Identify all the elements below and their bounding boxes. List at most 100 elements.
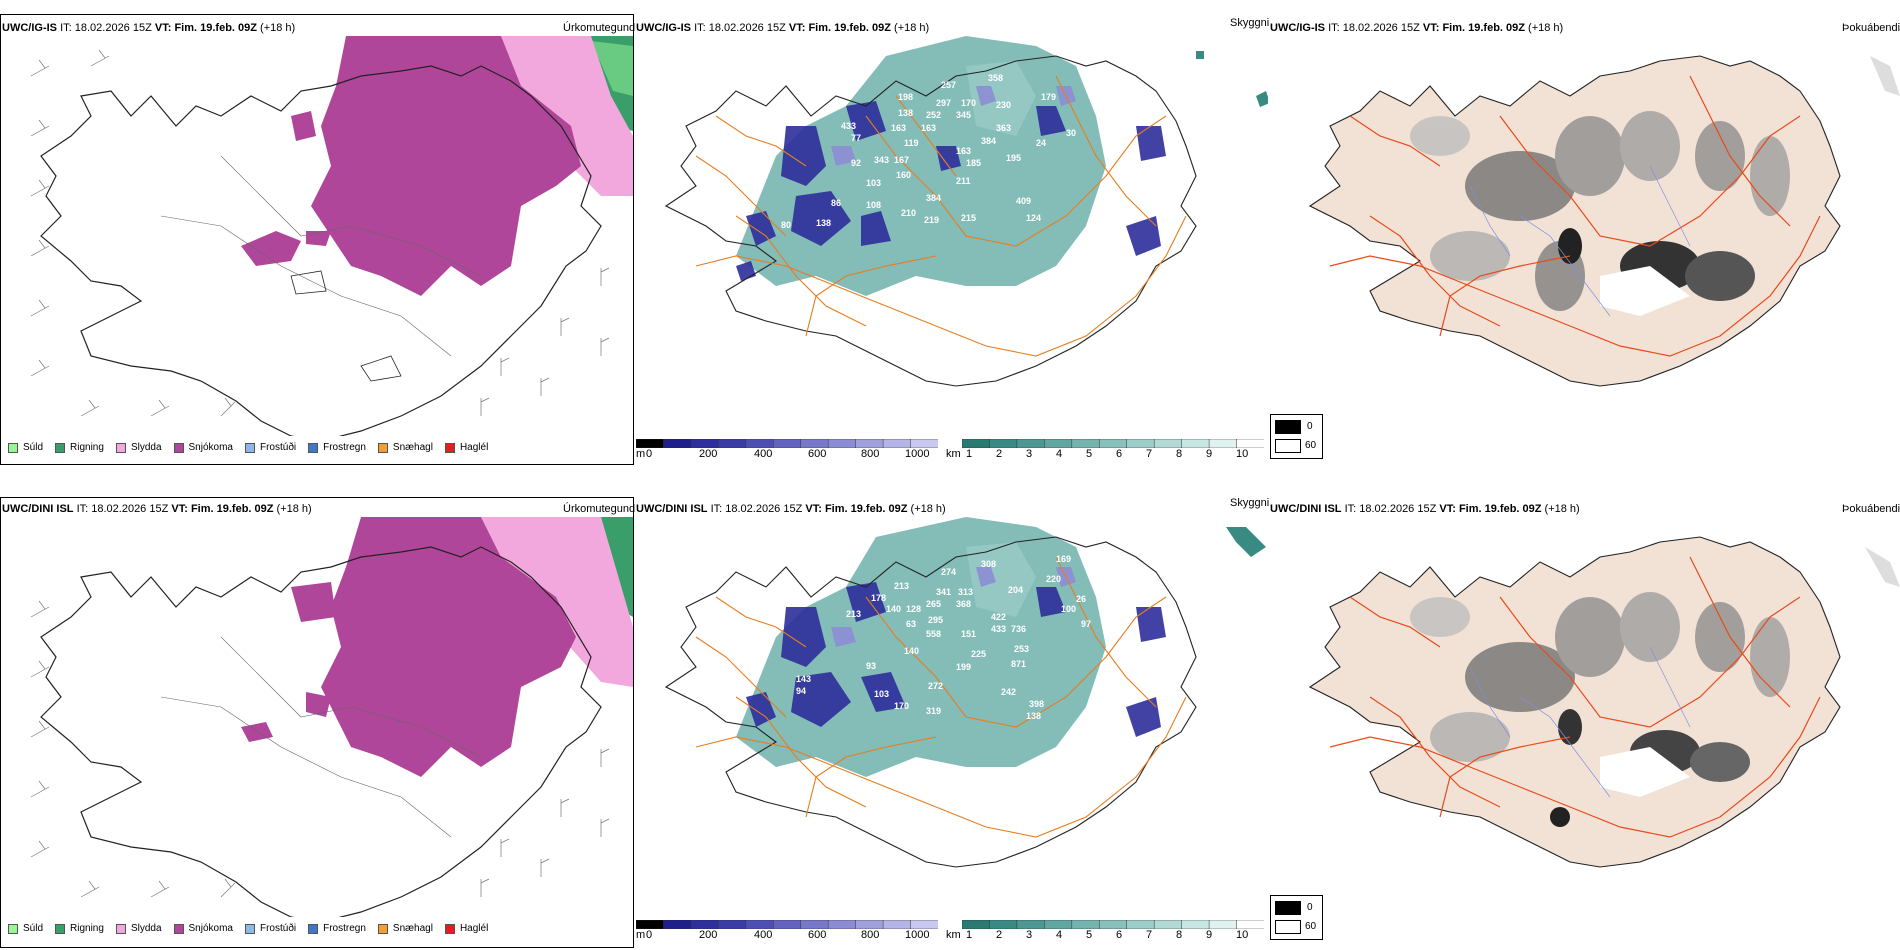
legend-item: Slydda: [115, 923, 162, 934]
cloud-value: 163: [891, 123, 906, 133]
colorbar-segment: [1153, 920, 1183, 929]
cloud-value: 358: [988, 73, 1003, 83]
cloud-value: 220: [1046, 574, 1061, 584]
cloud-value: 63: [906, 619, 916, 629]
run-header-precip: UWC/DINI ISL IT: 18.02.2026 15Z VT: Fim.…: [2, 503, 312, 515]
legend-swatch: [55, 923, 66, 934]
cloud-value: 422: [991, 612, 1006, 622]
legend-swatch: [444, 442, 455, 453]
cloud-value: 86: [831, 198, 841, 208]
colorbar-segment: [910, 439, 938, 448]
cloud-value: 167: [894, 155, 909, 165]
cloud-value: 124: [1026, 213, 1041, 223]
visibility-unit: km: [946, 448, 961, 460]
visibility-tick: 4: [1056, 929, 1063, 941]
cloud-value: 151: [961, 629, 976, 639]
clouds-map: 274 308 169 213 341 313 204 220 178 140 …: [664, 517, 1266, 868]
cloud-value: 160: [896, 170, 911, 180]
cloud-value: 178: [871, 593, 886, 603]
legend-item: Snjókoma: [173, 923, 233, 934]
colorbar-segment: [663, 439, 692, 448]
run-header-clouds: UWC/IG-IS IT: 18.02.2026 15Z VT: Fim. 19…: [636, 22, 930, 34]
cloud-value: 219: [924, 215, 939, 225]
cloud-value: 297: [936, 98, 951, 108]
colorbar-segment: [773, 920, 802, 929]
visibility-tick: 5: [1086, 929, 1093, 941]
cloud-value: 225: [971, 649, 986, 659]
colorbar-segment: [1126, 920, 1155, 929]
row-1: UWC/IG-IS IT: 18.02.2026 15Z VT: Fim. 19…: [0, 14, 1900, 465]
cloud-value: 252: [926, 110, 941, 120]
cloud-value: 163: [956, 146, 971, 156]
legend-item: Frostúði: [244, 442, 297, 453]
colorbar-segment: [882, 920, 912, 929]
ceiling-tick: 1000: [905, 929, 930, 941]
legend-swatch: [115, 923, 126, 934]
ceiling-tick: 1000: [905, 448, 930, 460]
cloud-value: 308: [981, 559, 996, 569]
row-2: UWC/DINI ISL IT: 18.02.2026 15Z VT: Fim.…: [0, 475, 1900, 950]
colorbar-segment: [1153, 439, 1183, 448]
colorbar-segment: [1071, 920, 1101, 929]
legend-swatch: [173, 442, 184, 453]
cloud-value: 265: [926, 599, 941, 609]
visibility-colorbar: [962, 920, 1264, 929]
legend-item: Frostregn: [308, 923, 366, 934]
ceiling-tick: 200: [699, 929, 718, 941]
legend-swatch: [308, 442, 319, 453]
cloud-value: 199: [956, 662, 971, 672]
legend-label: Haglél: [459, 923, 489, 934]
cloud-value: 204: [1008, 585, 1023, 595]
legend-item: Haglél: [444, 442, 488, 453]
cloud-value: 343: [874, 155, 889, 165]
colorbar-segment: [636, 920, 665, 929]
legend-label: Frostúði: [259, 442, 297, 453]
ceiling-colorbar: [636, 439, 938, 448]
cloud-value: 97: [1081, 619, 1091, 629]
visibility-tick: 8: [1176, 448, 1183, 460]
colorbar-segment: [718, 439, 747, 448]
legend-item: Frostúði: [244, 923, 296, 934]
fog-legend-swatch: [1275, 920, 1301, 934]
cloud-value: 210: [901, 208, 916, 218]
cloud-value: 368: [956, 599, 971, 609]
colorbar-segment: [690, 439, 720, 448]
colorbar-segment: [855, 439, 884, 448]
cloud-value: 143: [796, 674, 811, 684]
visibility-unit: km: [946, 929, 961, 941]
legend-item: Snæhagl: [377, 442, 433, 453]
ceiling-tick: 400: [754, 448, 773, 460]
visibility-tick: 8: [1176, 929, 1183, 941]
cloud-value: 18: [726, 196, 736, 206]
cloud-value: 215: [961, 213, 976, 223]
cloud-value: 185: [966, 158, 981, 168]
legend-item: Snæhagl: [377, 923, 433, 934]
colorbar-segment: [800, 920, 829, 929]
cloud-value: 295: [928, 615, 943, 625]
colorbar-segment: [1044, 920, 1073, 929]
legend-swatch: [115, 442, 126, 453]
colorbar-segment: [855, 920, 884, 929]
fog-legend-label: 0: [1307, 421, 1313, 432]
cloud-value: 274: [941, 567, 956, 577]
colorbar-segment: [962, 439, 991, 448]
legend-swatch: [377, 442, 388, 453]
colorbar-segment: [718, 920, 747, 929]
colorbar-segment: [745, 920, 775, 929]
cloud-value: 363: [996, 123, 1011, 133]
ceiling-tick: 0: [646, 929, 653, 941]
cloud-value: 253: [1014, 644, 1029, 654]
cloud-value: 170: [961, 98, 976, 108]
cloud-value: 140: [886, 604, 901, 614]
colorbar-segment: [1208, 920, 1238, 929]
cloud-value: 398: [1029, 699, 1044, 709]
cloud-value: 211: [956, 176, 971, 186]
visibility-tick: 2: [996, 929, 1003, 941]
clouds-title: Skyggni: [1230, 497, 1270, 509]
cloud-value: 80: [781, 220, 791, 230]
legend-label: Rigning: [70, 442, 104, 453]
visibility-tick: 3: [1026, 448, 1033, 460]
visibility-tick: 10: [1236, 929, 1249, 941]
fog-legend-label: 0: [1307, 902, 1313, 913]
cloud-value: 163: [921, 123, 936, 133]
